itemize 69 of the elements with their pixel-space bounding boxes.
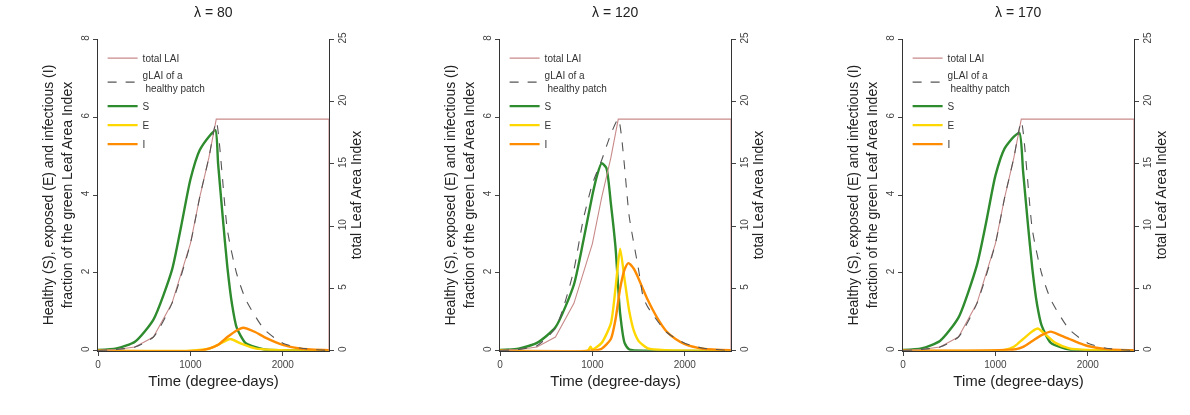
legend-label: S <box>142 100 150 112</box>
x-axis-title: Time (degree-days) <box>953 371 1084 389</box>
legend-label: gLAI of a healthy patch <box>544 70 607 95</box>
y2-tick-label: 25 <box>1142 31 1153 44</box>
legend-label: I <box>142 138 146 150</box>
y2-tick-label: 5 <box>1142 283 1153 290</box>
legend-label: I <box>947 138 951 150</box>
y2-tick-label: 25 <box>337 31 348 44</box>
y-tick-label: 2 <box>885 268 896 275</box>
legend-label: E <box>947 119 955 131</box>
chart-title: λ = 80 <box>194 4 233 20</box>
legend-label: gLAI of a healthy patch <box>947 70 1010 95</box>
y-tick-label: 2 <box>80 268 91 275</box>
x-tick-label: 0 <box>497 358 504 370</box>
chart-title: λ = 170 <box>995 4 1042 20</box>
legend-label: E <box>544 119 552 131</box>
x-tick-label: 2000 <box>673 358 697 370</box>
legend-label: E <box>142 119 150 131</box>
y-tick-label: 6 <box>80 112 91 119</box>
y-tick-label: 0 <box>80 345 91 352</box>
y2-tick-label: 10 <box>1142 218 1153 231</box>
x-tick-label: 1000 <box>984 358 1007 370</box>
x-tick-label: 0 <box>900 358 907 370</box>
legend-label: total LAI <box>947 52 985 64</box>
x-tick-label: 1000 <box>179 358 202 370</box>
chart-title: λ = 120 <box>592 4 639 20</box>
y-tick-label: 8 <box>482 34 493 41</box>
y-tick-label: 6 <box>885 112 896 119</box>
legend-label: S <box>947 100 955 112</box>
y-tick-label: 8 <box>885 34 896 41</box>
y2-tick-label: 20 <box>739 94 750 106</box>
y2-tick-label: 15 <box>739 156 750 168</box>
y-tick-label: 0 <box>482 345 493 352</box>
legend-label: S <box>544 100 552 112</box>
y2-axis-title: total Leaf Area Index <box>1153 130 1170 260</box>
legend-label: total LAI <box>142 52 180 64</box>
y2-axis-title: total Leaf Area Index <box>750 130 767 260</box>
y2-tick-label: 5 <box>739 283 750 290</box>
y-axis-title: Healthy (S), exposed (E) and infectious (I) fraction of the green Leaf Area Index <box>845 64 880 326</box>
x-tick-label: 2000 <box>1076 358 1100 370</box>
y2-tick-label: 5 <box>337 283 348 290</box>
legend-label: total LAI <box>544 52 582 64</box>
y2-tick-label: 15 <box>1142 156 1153 168</box>
y-tick-label: 8 <box>80 34 91 41</box>
y-tick-label: 0 <box>885 345 896 352</box>
y2-tick-label: 15 <box>337 156 348 168</box>
y2-tick-label: 0 <box>1142 345 1153 352</box>
y2-tick-label: 20 <box>337 94 348 106</box>
y2-tick-label: 25 <box>739 31 750 44</box>
y-axis-title: Healthy (S), exposed (E) and infectious (I) fraction of the green Leaf Area Index <box>40 64 75 326</box>
y2-tick-label: 10 <box>739 218 750 231</box>
y-tick-label: 6 <box>482 112 493 119</box>
y2-tick-label: 20 <box>1142 94 1153 106</box>
y-tick-label: 4 <box>885 190 896 197</box>
legend-label: I <box>544 138 548 150</box>
y2-tick-label: 10 <box>337 218 348 231</box>
y-tick-label: 4 <box>482 190 493 197</box>
x-tick-label: 1000 <box>581 358 604 370</box>
legend-label: gLAI of a healthy patch <box>142 70 205 95</box>
x-tick-label: 2000 <box>271 358 295 370</box>
y-tick-label: 2 <box>482 268 493 275</box>
y2-tick-label: 0 <box>739 345 750 352</box>
y2-axis-title: total Leaf Area Index <box>348 130 365 260</box>
y-tick-label: 4 <box>80 190 91 197</box>
x-axis-title: Time (degree-days) <box>148 371 279 389</box>
y2-tick-label: 0 <box>337 345 348 352</box>
x-tick-label: 0 <box>95 358 102 370</box>
y-axis-title: Healthy (S), exposed (E) and infectious (I) fraction of the green Leaf Area Index <box>442 64 477 326</box>
x-axis-title: Time (degree-days) <box>550 371 681 389</box>
